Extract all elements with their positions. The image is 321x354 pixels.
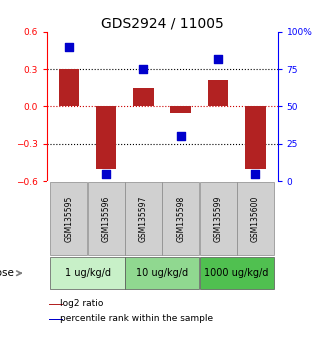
Bar xyxy=(170,107,191,113)
Text: log2 ratio: log2 ratio xyxy=(60,299,104,308)
Bar xyxy=(125,257,199,289)
Text: GSM135597: GSM135597 xyxy=(139,195,148,241)
Bar xyxy=(96,107,117,169)
Bar xyxy=(88,182,125,255)
Text: GSM135596: GSM135596 xyxy=(102,195,111,241)
Text: GSM135595: GSM135595 xyxy=(65,195,74,241)
Bar xyxy=(125,182,162,255)
Point xyxy=(253,171,258,177)
Point xyxy=(215,56,221,62)
Point xyxy=(141,66,146,72)
Bar xyxy=(200,182,237,255)
Bar xyxy=(49,304,63,306)
Bar xyxy=(208,80,228,107)
Bar xyxy=(49,319,63,320)
Bar xyxy=(59,69,79,107)
Bar xyxy=(133,88,154,107)
Bar xyxy=(245,107,265,169)
Text: 1 ug/kg/d: 1 ug/kg/d xyxy=(65,268,110,278)
Bar xyxy=(50,257,125,289)
Text: GSM135599: GSM135599 xyxy=(213,195,222,241)
Point xyxy=(178,133,183,139)
Text: dose: dose xyxy=(0,268,14,278)
Text: GSM135598: GSM135598 xyxy=(176,195,185,241)
Text: 1000 ug/kg/d: 1000 ug/kg/d xyxy=(204,268,269,278)
Bar xyxy=(237,182,274,255)
Text: 10 ug/kg/d: 10 ug/kg/d xyxy=(136,268,188,278)
Title: GDS2924 / 11005: GDS2924 / 11005 xyxy=(101,17,223,31)
Point xyxy=(104,171,109,177)
Bar xyxy=(50,182,87,255)
Text: percentile rank within the sample: percentile rank within the sample xyxy=(60,314,213,323)
Text: GSM135600: GSM135600 xyxy=(251,195,260,241)
Point xyxy=(66,44,72,50)
Bar xyxy=(162,182,199,255)
Bar xyxy=(200,257,274,289)
